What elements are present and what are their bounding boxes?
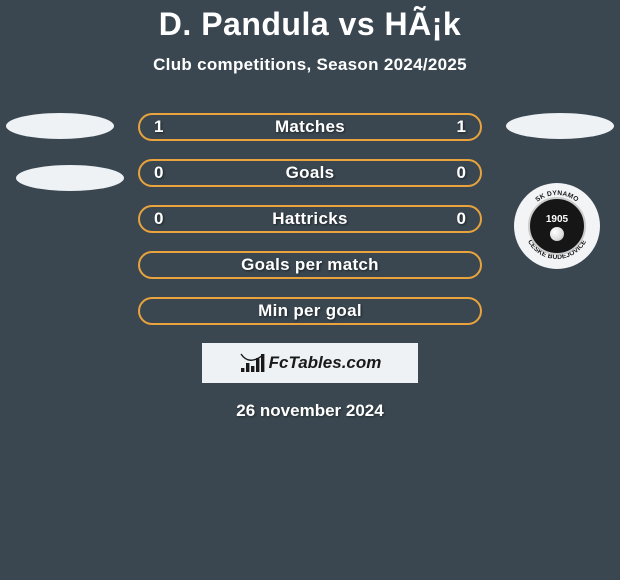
date: 26 november 2024 — [0, 401, 620, 421]
stat-value-left: 0 — [154, 209, 163, 229]
player-right-ellipse — [506, 113, 614, 139]
stat-label: Min per goal — [258, 301, 362, 321]
comparison-content: SK DYNAMO ČESKÉ BUDĚJOVICE 1905 1 Matches… — [0, 113, 620, 421]
stat-value-right: 1 — [457, 117, 466, 137]
fctables-text: FcTables.com — [269, 353, 382, 373]
stat-value-right: 0 — [457, 209, 466, 229]
stat-label: Goals per match — [241, 255, 379, 275]
club-badge-ball-icon — [550, 227, 564, 241]
stat-value-right: 0 — [457, 163, 466, 183]
bar-chart-icon — [239, 352, 265, 374]
stat-bar: 0 Goals 0 — [138, 159, 482, 187]
stat-row: Min per goal — [0, 297, 620, 325]
player-left-ellipse-1 — [6, 113, 114, 139]
stat-label: Matches — [275, 117, 345, 137]
club-badge: SK DYNAMO ČESKÉ BUDĚJOVICE 1905 — [514, 183, 600, 269]
stat-label: Goals — [286, 163, 335, 183]
stat-value-left: 0 — [154, 163, 163, 183]
stat-bar: Goals per match — [138, 251, 482, 279]
player-left-ellipse-2 — [16, 165, 124, 191]
subtitle: Club competitions, Season 2024/2025 — [0, 55, 620, 75]
title: D. Pandula vs HÃ¡k — [0, 0, 620, 43]
stat-bar: Min per goal — [138, 297, 482, 325]
stat-bar: 0 Hattricks 0 — [138, 205, 482, 233]
club-badge-year: 1905 — [546, 214, 568, 225]
club-badge-outer: SK DYNAMO ČESKÉ BUDĚJOVICE 1905 — [514, 183, 600, 269]
stat-label: Hattricks — [272, 209, 347, 229]
stat-value-left: 1 — [154, 117, 163, 137]
club-badge-inner: 1905 — [528, 197, 586, 255]
stat-bar: 1 Matches 1 — [138, 113, 482, 141]
fctables-logo: FcTables.com — [202, 343, 418, 383]
